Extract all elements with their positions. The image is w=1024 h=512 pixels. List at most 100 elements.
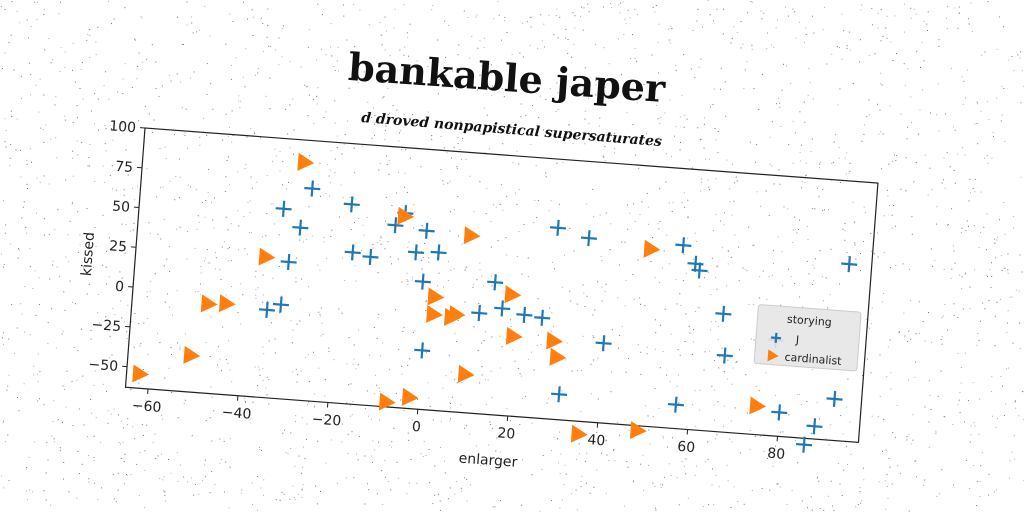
noise-dot bbox=[389, 112, 390, 114]
noise-dot bbox=[877, 13, 879, 15]
noise-dot bbox=[82, 98, 84, 100]
noise-dot bbox=[841, 495, 843, 496]
noise-dot bbox=[303, 446, 305, 448]
noise-dot bbox=[457, 320, 459, 321]
noise-dot bbox=[329, 182, 331, 184]
noise-dot bbox=[681, 461, 683, 463]
noise-dot bbox=[742, 267, 744, 269]
noise-dot bbox=[111, 165, 113, 167]
noise-dot bbox=[117, 489, 119, 491]
noise-dot bbox=[242, 294, 244, 296]
noise-dot bbox=[537, 47, 539, 49]
noise-dot bbox=[627, 204, 628, 206]
noise-dot bbox=[1000, 376, 1002, 377]
noise-dot bbox=[652, 237, 654, 238]
noise-dot bbox=[595, 43, 597, 45]
noise-dot bbox=[953, 314, 955, 316]
noise-dot bbox=[290, 320, 292, 322]
noise-dot bbox=[140, 343, 142, 345]
noise-dot bbox=[846, 45, 848, 47]
noise-dot bbox=[403, 114, 405, 116]
noise-dot bbox=[456, 167, 458, 169]
noise-dot bbox=[991, 262, 992, 264]
noise-dot bbox=[265, 387, 267, 389]
noise-dot bbox=[37, 381, 39, 383]
noise-dot bbox=[932, 265, 934, 267]
noise-dot bbox=[557, 109, 559, 110]
noise-dot bbox=[954, 7, 956, 9]
noise-dot bbox=[849, 162, 851, 164]
noise-dot bbox=[84, 270, 85, 271]
noise-dot bbox=[38, 111, 40, 113]
noise-dot bbox=[353, 147, 355, 149]
noise-dot bbox=[531, 422, 533, 424]
noise-dot bbox=[345, 477, 347, 479]
noise-dot bbox=[483, 47, 485, 49]
noise-dot bbox=[387, 241, 389, 243]
noise-dot bbox=[6, 389, 8, 391]
noise-dot bbox=[111, 23, 112, 25]
noise-dot bbox=[414, 330, 416, 332]
noise-dot bbox=[293, 129, 295, 131]
noise-dot bbox=[952, 424, 954, 426]
noise-dot bbox=[257, 476, 259, 477]
noise-dot bbox=[394, 8, 396, 10]
noise-dot bbox=[108, 98, 110, 100]
noise-dot bbox=[406, 191, 408, 193]
noise-dot bbox=[11, 116, 13, 117]
noise-dot bbox=[777, 19, 778, 21]
noise-dot bbox=[864, 212, 866, 214]
noise-dot bbox=[343, 15, 345, 17]
noise-dot bbox=[583, 7, 585, 9]
noise-dot bbox=[736, 180, 738, 182]
noise-dot bbox=[313, 122, 315, 124]
noise-dot bbox=[119, 443, 121, 445]
noise-dot bbox=[266, 394, 268, 396]
noise-dot bbox=[262, 301, 264, 303]
noise-dot bbox=[694, 425, 696, 427]
noise-dot bbox=[1019, 347, 1021, 349]
noise-dot bbox=[637, 14, 638, 16]
noise-dot bbox=[460, 120, 462, 122]
noise-dot bbox=[317, 87, 319, 89]
noise-dot bbox=[930, 409, 932, 410]
noise-dot bbox=[95, 41, 97, 43]
noise-dot bbox=[906, 439, 908, 441]
noise-dot bbox=[906, 138, 908, 140]
noise-dot bbox=[346, 363, 348, 365]
noise-dot bbox=[202, 117, 204, 119]
noise-dot bbox=[121, 317, 123, 319]
noise-dot bbox=[491, 284, 493, 286]
noise-dot bbox=[748, 304, 750, 306]
noise-dot bbox=[846, 152, 848, 154]
noise-dot bbox=[900, 188, 902, 190]
noise-dot bbox=[763, 451, 765, 453]
noise-dot bbox=[817, 187, 819, 189]
noise-dot bbox=[88, 481, 90, 483]
noise-dot bbox=[484, 331, 486, 333]
noise-dot bbox=[99, 322, 101, 324]
noise-dot bbox=[632, 274, 634, 275]
noise-dot bbox=[484, 37, 486, 39]
noise-dot bbox=[109, 335, 111, 337]
noise-dot bbox=[814, 208, 816, 210]
noise-dot bbox=[634, 57, 636, 59]
noise-dot bbox=[569, 227, 571, 229]
data-point-cardinalist bbox=[132, 364, 150, 383]
noise-dot bbox=[38, 304, 40, 305]
data-point-j bbox=[292, 219, 309, 236]
noise-dot bbox=[988, 494, 989, 496]
noise-dot bbox=[481, 374, 483, 376]
noise-dot bbox=[942, 315, 944, 317]
noise-dot bbox=[284, 429, 285, 431]
noise-dot bbox=[372, 440, 374, 442]
noise-dot bbox=[36, 373, 38, 375]
noise-dot bbox=[330, 23, 332, 25]
noise-dot bbox=[126, 474, 127, 475]
noise-dot bbox=[890, 372, 892, 374]
noise-dot bbox=[1018, 290, 1020, 292]
noise-dot bbox=[859, 61, 861, 63]
noise-dot bbox=[64, 115, 66, 117]
noise-dot bbox=[708, 504, 710, 506]
noise-dot bbox=[910, 96, 912, 98]
